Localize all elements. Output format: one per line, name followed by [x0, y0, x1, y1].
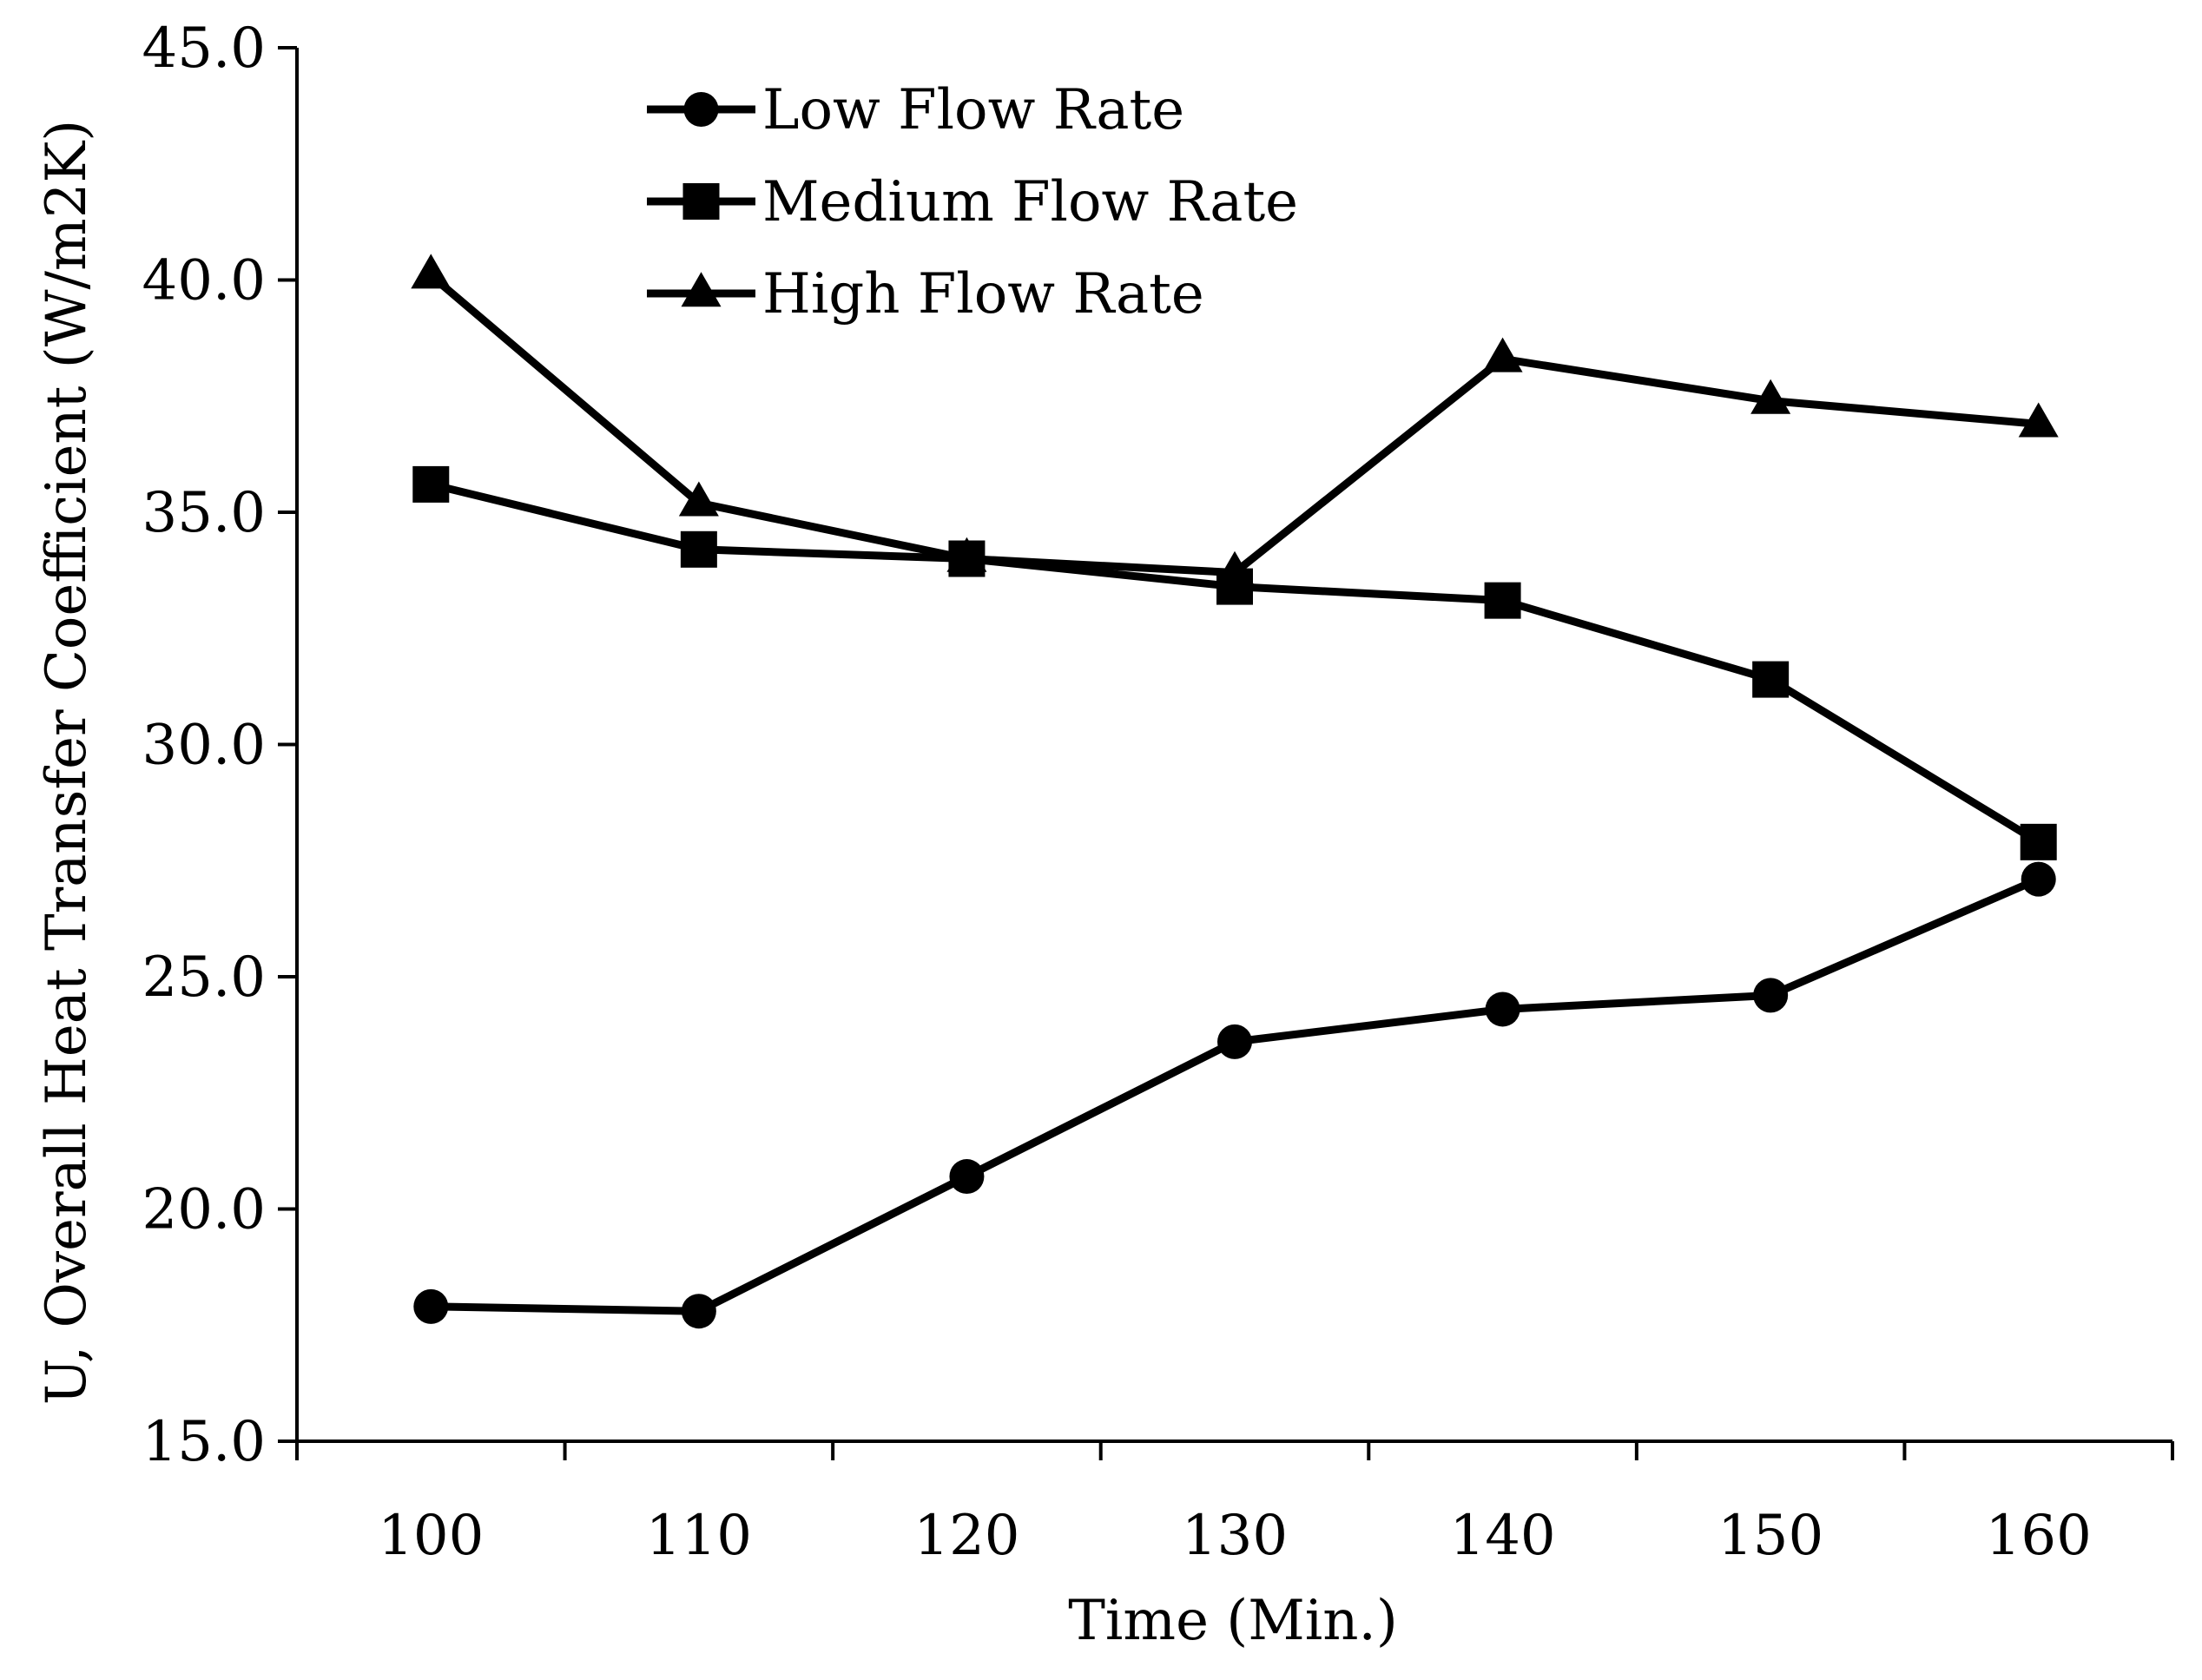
- x-tick-label: 150: [1717, 1504, 1823, 1568]
- series-medium-flow-rate: [412, 466, 2056, 860]
- x-tick-label: 130: [1182, 1504, 1288, 1568]
- data-point-low-flow-rate: [413, 1289, 448, 1324]
- legend-marker-square: [683, 183, 720, 220]
- data-point-medium-flow-rate: [412, 466, 449, 503]
- y-tick-label: 35.0: [142, 481, 267, 545]
- line-chart: 15.0 20.0 25.0 30.0 35.0 40.0 45.0 100 110 120 13…: [0, 0, 2202, 1680]
- data-point-medium-flow-rate: [1752, 662, 1789, 698]
- legend-label: Medium Flow Rate: [762, 170, 1298, 234]
- data-point-high-flow-rate: [1483, 338, 1523, 372]
- data-point-medium-flow-rate: [681, 531, 717, 568]
- data-point-low-flow-rate: [1486, 992, 1520, 1026]
- y-tick-label: 15.0: [142, 1410, 267, 1474]
- data-point-medium-flow-rate: [1485, 583, 1521, 619]
- legend-marker-triangle: [682, 272, 722, 306]
- y-tick-label: 20.0: [142, 1178, 267, 1242]
- series-line-low-flow-rate: [431, 880, 2038, 1312]
- series-low-flow-rate: [413, 862, 2055, 1329]
- data-point-low-flow-rate: [1753, 978, 1788, 1012]
- legend-marker-circle: [684, 92, 719, 127]
- x-axis-title: Time (Min.): [1068, 1589, 1398, 1653]
- y-ticks: 15.0 20.0 25.0 30.0 35.0 40.0 45.0: [142, 16, 298, 1474]
- data-point-low-flow-rate: [2021, 862, 2056, 897]
- y-tick-label: 25.0: [142, 945, 267, 1010]
- axes: [297, 48, 2172, 1441]
- legend-label: High Flow Rate: [762, 262, 1204, 326]
- legend-item-low-flow-rate: Low Flow Rate: [647, 78, 1184, 142]
- x-tick-label: 110: [646, 1504, 752, 1568]
- series-line-medium-flow-rate: [431, 484, 2038, 842]
- y-tick-label: 40.0: [142, 249, 267, 313]
- x-ticks: 100 110 120 130 140 150 160: [297, 1441, 2172, 1568]
- x-tick-label: 140: [1449, 1504, 1555, 1568]
- x-tick-label: 100: [378, 1504, 484, 1568]
- legend-item-medium-flow-rate: Medium Flow Rate: [647, 170, 1298, 234]
- y-tick-label: 30.0: [142, 714, 267, 778]
- data-point-low-flow-rate: [1217, 1024, 1252, 1059]
- legend-item-high-flow-rate: High Flow Rate: [647, 262, 1204, 326]
- data-point-low-flow-rate: [949, 1159, 984, 1194]
- y-axis-title: U, Overall Heat Transfer Coefficient (W/…: [35, 120, 99, 1405]
- data-point-low-flow-rate: [682, 1294, 716, 1328]
- legend-label: Low Flow Rate: [762, 78, 1184, 142]
- x-tick-label: 160: [1986, 1504, 2092, 1568]
- series-line-high-flow-rate: [431, 275, 2038, 572]
- data-point-high-flow-rate: [411, 254, 451, 288]
- x-tick-label: 120: [913, 1504, 1019, 1568]
- data-point-medium-flow-rate: [2021, 824, 2057, 860]
- series-layer: [411, 254, 2058, 1328]
- legend: Low Flow Rate Medium Flow Rate High Flow R…: [647, 78, 1298, 326]
- y-tick-label: 45.0: [142, 16, 267, 81]
